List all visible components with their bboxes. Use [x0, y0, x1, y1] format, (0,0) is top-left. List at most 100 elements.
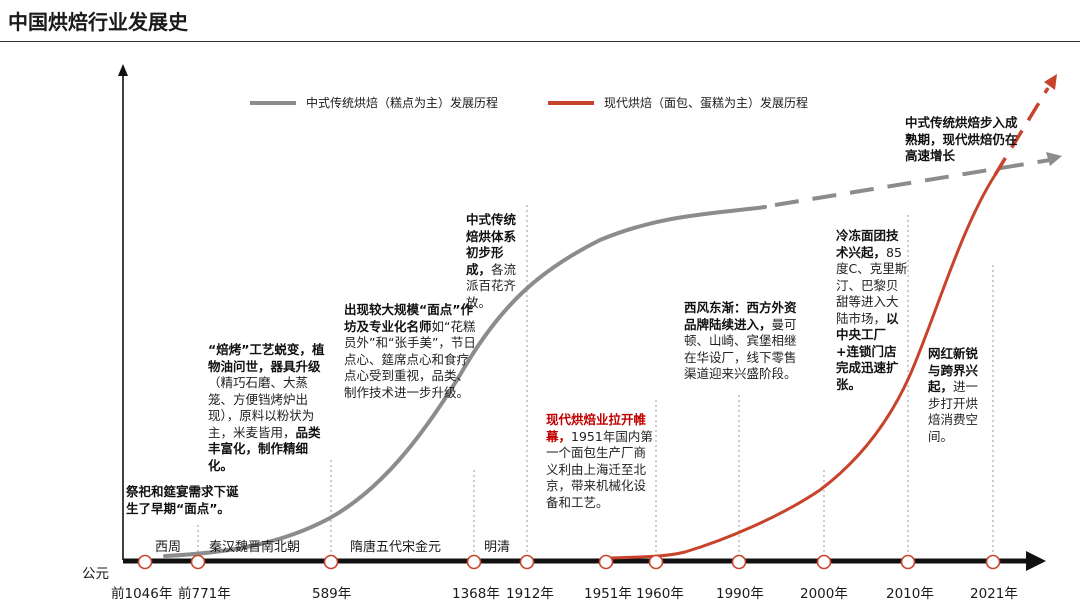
annotation-5: 西风东渐：西方外资品牌陆续进入，曼可顿、山崎、宾堡相继在华设厂，线下零售渠道迎来… [684, 300, 804, 383]
annotation-2: 出现较大规模“面点”作坊及专业化名师如“花糕员外”和“张手美”，节日点心、筵席点… [344, 302, 479, 401]
x-axis-arrow [1026, 551, 1046, 571]
series-traditional-arrow [1046, 152, 1062, 166]
annotation-text: 间。 [928, 428, 954, 444]
series-traditional-dashed [774, 158, 1051, 207]
annotation-text: 帷幕， [546, 412, 647, 444]
annotation-text: 西风东渐：西方外资 [684, 300, 797, 315]
annotation-text: 筵席点心和食疗点心 [344, 351, 470, 384]
legend-modern: 现代烘焙（面包、蛋糕为主）发展历程 [548, 94, 808, 111]
annotation-text: 手美”，节日点心、 [344, 335, 476, 367]
annotation-text: 花齐放。 [466, 278, 517, 310]
annotation-text: 迅速扩张。 [836, 360, 899, 392]
annotation-text: 起， [928, 379, 954, 394]
annotation-3: 中式传统焙烘体系初步形成，各流派百花齐放。 [466, 212, 528, 311]
annotation-4: 现代烘焙业拉开帷幕，1951年国内第一个面包生产厂商义利由上海迁至北京，带来机械… [546, 412, 656, 511]
x-tick-label: 2010年 [886, 586, 934, 602]
page-title: 中国烘焙行业发展史 [8, 10, 188, 34]
x-tick-label: 1368年 [452, 586, 500, 602]
period-guides [197, 205, 994, 557]
annotation-text: 焙烘体系 [466, 228, 517, 244]
tick-marker-3 [466, 554, 482, 570]
annotation-7: 网红新锐与跨界兴起，进一步打开烘焙消费空间。 [928, 346, 990, 445]
x-tick-label: 589年 [312, 586, 352, 602]
annotation-text: 制作精细化。 [208, 441, 309, 473]
annotation-text: 用， [270, 424, 296, 440]
annotation-text: 炉出现），原料以 [208, 391, 309, 424]
legend-modern-swatch [548, 100, 594, 105]
annotation-text: 在华设厂，线下零售 [684, 349, 797, 365]
annotation-text: 出现较大规模“面点” [344, 302, 461, 317]
annotation-text: 步打开烘 [928, 395, 979, 411]
annotation-text: 国内第一个面包 [546, 428, 653, 461]
annotation-0: 祭祀和筵宴需求下诞生了早期“面点”。 [126, 484, 246, 517]
x-tick-label: 1990年 [716, 586, 764, 602]
annotation-text: 1951年 [571, 428, 616, 444]
series-modern-arrow [1044, 74, 1057, 90]
annotation-text: 各流派百 [466, 261, 517, 294]
period-label: 西周 [155, 540, 182, 555]
annotation-text: 点”。 [196, 500, 230, 516]
series-modern-line [608, 173, 997, 560]
annotation-6: 冷冻面团技术兴起，85度C、克里斯汀、巴黎贝甜等进入大陆市场，以中央工厂+连锁门… [836, 228, 908, 393]
x-tick-label: 前1046年 [111, 586, 173, 602]
annotation-text: 中式传统 [466, 212, 517, 227]
annotation-text: 作技术进一步升级。 [356, 384, 470, 400]
series-modern-dashed [993, 87, 1050, 176]
annotation-text: “花糕员外”和“张 [344, 318, 476, 351]
x-tick-label: 2021年 [970, 586, 1018, 602]
annotation-text: 网红新锐 [928, 346, 979, 361]
annotation-text: 升级 [295, 358, 321, 374]
annotation-text: 中式传统烘焙步入 [905, 115, 1006, 130]
annotation-8: 中式传统烘焙步入成熟期，现代烘焙仍在高速增长 [905, 115, 1030, 165]
annotation-text: 成熟期，现代烘焙 [905, 115, 1018, 147]
y-axis-arrow [118, 64, 128, 76]
annotation-1: “焙烤”工艺蜕变，植物油问世，器具升级 （精巧石磨、大蒸笼、方便铛烤炉出现），原料… [208, 342, 328, 474]
annotation-text: 现代烘焙业拉开 [546, 412, 634, 427]
annotation-text: 大蒸笼、方便铛烤 [208, 375, 309, 407]
period-label: 明清 [484, 540, 511, 555]
annotation-text: 等进入大 [848, 294, 899, 309]
annotation-text: 诞生了早期“面 [126, 484, 239, 516]
annotation-text: 和工艺。 [558, 494, 609, 510]
tick-marker-4 [519, 554, 535, 570]
annotation-text: 植物油问世，器具 [208, 342, 325, 374]
annotation-text: 渠道迎来兴盛阶段。 [684, 366, 797, 381]
x-tick-label: 1912年 [506, 586, 554, 602]
annotation-text: 以中央工 [836, 310, 899, 343]
x-tick-label: 前771年 [178, 586, 231, 602]
tick-markers [137, 554, 1001, 570]
annotation-text: 进一 [953, 379, 979, 394]
annotation-text: 85度C、 [836, 244, 902, 277]
annotation-text: 受到重视，品类、制 [344, 368, 470, 400]
annotation-text: 陆市场， [836, 310, 887, 326]
annotation-text: 初步形成， [466, 245, 504, 277]
legend-traditional-swatch [250, 100, 296, 105]
annotation-text: 厂+连锁 [836, 327, 887, 359]
annotation-text: 冷冻面团 [836, 228, 887, 243]
annotation-text: 生产厂商义利由 [546, 445, 647, 477]
annotation-text: 仍在高速增长 [905, 131, 1018, 164]
tick-marker-5 [598, 554, 614, 570]
annotation-text: 克里斯汀、 [836, 261, 908, 293]
series-traditional-line [163, 205, 767, 558]
x-tick-label: 2000年 [800, 586, 848, 602]
tick-marker-7 [731, 554, 747, 570]
tick-marker-10 [985, 554, 1001, 570]
annotation-text: 品类丰富化， [208, 424, 321, 457]
tick-marker-0 [137, 554, 153, 570]
annotation-text: 品牌陆续进入， [684, 316, 772, 332]
tick-marker-1 [190, 554, 206, 570]
tick-marker-2 [323, 554, 339, 570]
annotation-text: 如 [431, 318, 445, 334]
annotation-text: 祭祀和筵宴需求下 [126, 484, 227, 499]
tick-marker-6 [648, 554, 664, 570]
annotation-text: 技术兴起， [836, 228, 899, 260]
annotation-text: 焙消费空 [928, 412, 979, 427]
tick-marker-8 [816, 554, 832, 570]
legend-modern-label: 现代烘焙（面包、蛋糕为主）发展历程 [604, 96, 809, 110]
legend-traditional-label: 中式传统烘焙（糕点为主）发展历程 [306, 96, 499, 110]
annotation-text: （精巧石磨、 [208, 375, 284, 390]
annotation-text: 与跨界兴 [928, 362, 979, 378]
period-label: 隋唐五代宋金元 [350, 540, 442, 555]
